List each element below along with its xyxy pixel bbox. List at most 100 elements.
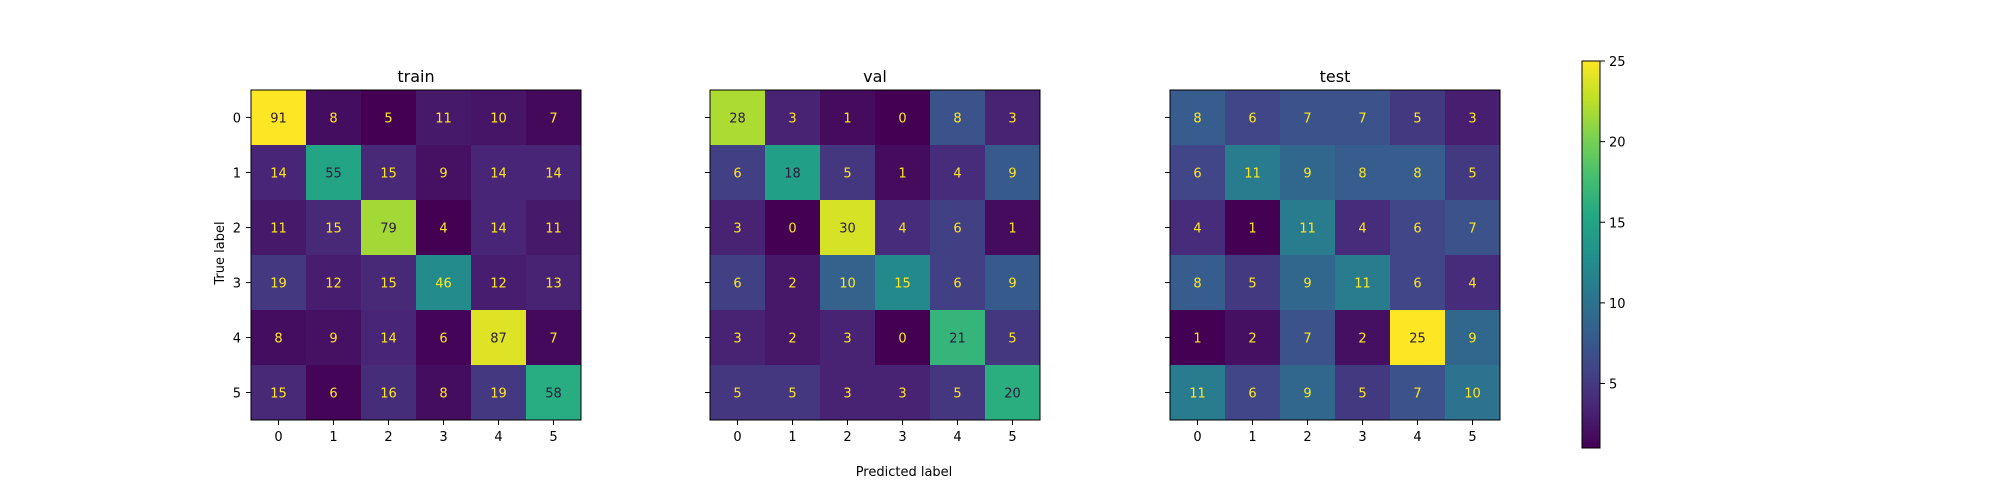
heatmap-cell — [875, 200, 930, 255]
heatmap-cell — [820, 200, 875, 255]
cell-value-label: 15 — [894, 277, 911, 292]
heatmap-cell — [471, 310, 526, 365]
cell-value-label: 3 — [788, 112, 796, 127]
cell-value-label: 5 — [1008, 332, 1016, 347]
y-tick-label: 2 — [233, 222, 241, 237]
heatmap-cell — [1170, 255, 1225, 310]
x-tick-label: 1 — [329, 430, 337, 445]
cell-value-label: 11 — [270, 222, 287, 237]
x-axis-label: Predicted label — [856, 465, 953, 480]
heatmap-cell — [251, 365, 306, 420]
cell-value-label: 0 — [898, 332, 906, 347]
cell-value-label: 14 — [490, 222, 507, 237]
heatmap-cell — [1335, 200, 1390, 255]
cell-value-label: 46 — [435, 277, 452, 292]
cell-value-label: 20 — [1004, 387, 1021, 402]
cell-value-label: 12 — [490, 277, 507, 292]
cell-value-label: 5 — [733, 387, 741, 402]
heatmap-cell — [1390, 200, 1445, 255]
heatmap-cell — [710, 310, 765, 365]
heatmap-cell — [985, 145, 1040, 200]
heatmap-cell — [710, 255, 765, 310]
heatmap-cell — [306, 90, 361, 145]
cell-value-label: 7 — [1303, 332, 1311, 347]
heatmap-cell — [416, 90, 471, 145]
cell-value-label: 5 — [1248, 277, 1256, 292]
heatmap-cell — [361, 365, 416, 420]
x-tick-label: 1 — [788, 430, 796, 445]
cell-value-label: 3 — [1468, 112, 1476, 127]
cell-value-label: 3 — [843, 387, 851, 402]
cell-value-label: 14 — [490, 167, 507, 182]
cell-value-label: 5 — [953, 387, 961, 402]
cell-value-label: 7 — [1358, 112, 1366, 127]
heatmap-cell — [1335, 310, 1390, 365]
heatmap-cell — [710, 200, 765, 255]
cell-value-label: 4 — [898, 222, 906, 237]
cell-value-label: 1 — [1193, 332, 1201, 347]
cell-value-label: 25 — [1409, 332, 1426, 347]
heatmap-cell — [361, 200, 416, 255]
heatmap-cell — [710, 90, 765, 145]
heatmap-cell — [1390, 90, 1445, 145]
cell-value-label: 8 — [1358, 167, 1366, 182]
cell-value-label: 5 — [384, 112, 392, 127]
heatmap-cell — [416, 145, 471, 200]
cell-value-label: 4 — [953, 167, 961, 182]
heatmap-cell — [251, 90, 306, 145]
cell-value-label: 79 — [380, 222, 397, 237]
cell-value-label: 7 — [1468, 222, 1476, 237]
heatmap-cell — [875, 255, 930, 310]
heatmap-cell — [1170, 310, 1225, 365]
colorbar-gradient — [1581, 60, 1601, 449]
cell-value-label: 11 — [1189, 387, 1206, 402]
cell-value-label: 1 — [1008, 222, 1016, 237]
y-tick-label: 5 — [233, 387, 241, 402]
heatmap-cell — [1445, 365, 1500, 420]
heatmap-cell — [1225, 90, 1280, 145]
cell-value-label: 8 — [274, 332, 282, 347]
colorbar-tick-label: 5 — [1609, 378, 1617, 393]
x-tick-label: 4 — [1413, 430, 1421, 445]
cell-value-label: 6 — [439, 332, 447, 347]
cell-value-label: 91 — [270, 112, 287, 127]
panel-frame — [709, 89, 1041, 421]
heatmap-cell — [306, 200, 361, 255]
heatmap-cell — [985, 365, 1040, 420]
heatmap-cell — [930, 365, 985, 420]
cell-value-label: 3 — [733, 222, 741, 237]
cell-value-label: 8 — [439, 387, 447, 402]
cell-value-label: 6 — [1248, 387, 1256, 402]
heatmap-cell — [1170, 90, 1225, 145]
cell-value-label: 14 — [380, 332, 397, 347]
x-tick-label: 2 — [843, 430, 851, 445]
heatmap-cell — [820, 255, 875, 310]
x-tick-label: 5 — [1008, 430, 1016, 445]
cell-value-label: 9 — [1303, 167, 1311, 182]
x-tick-label: 5 — [549, 430, 557, 445]
heatmap-cell — [471, 145, 526, 200]
cell-value-label: 11 — [1354, 277, 1371, 292]
cell-value-label: 3 — [1008, 112, 1016, 127]
cell-value-label: 6 — [733, 167, 741, 182]
x-tick-label: 0 — [274, 430, 282, 445]
cell-value-label: 15 — [380, 167, 397, 182]
heatmap-cell — [1225, 365, 1280, 420]
heatmap-cell — [820, 310, 875, 365]
heatmap-cell — [820, 90, 875, 145]
heatmap-cell — [1390, 145, 1445, 200]
cell-value-label: 4 — [1468, 277, 1476, 292]
heatmap-cell — [875, 365, 930, 420]
cell-value-label: 9 — [1303, 387, 1311, 402]
heatmap-cell — [1280, 365, 1335, 420]
cell-value-label: 55 — [325, 167, 342, 182]
heatmap-cell — [930, 255, 985, 310]
heatmap-cell — [471, 200, 526, 255]
cell-value-label: 28 — [729, 112, 746, 127]
heatmap-cell — [526, 145, 581, 200]
heatmap-cell — [1280, 200, 1335, 255]
